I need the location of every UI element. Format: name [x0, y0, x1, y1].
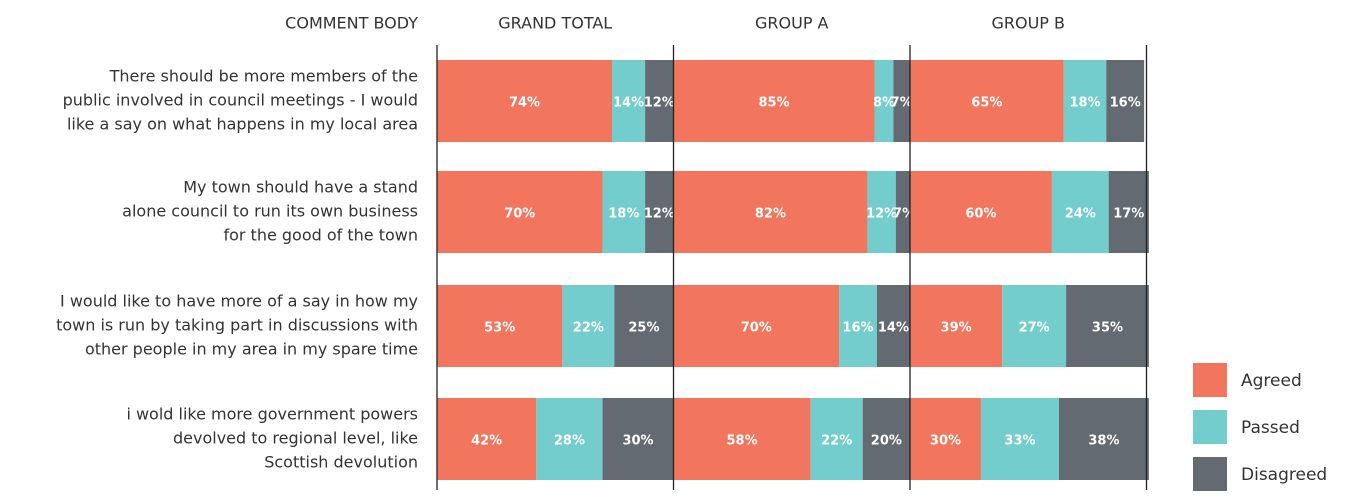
panel-title: GROUP A [755, 14, 829, 33]
bar-segment [980, 398, 1059, 480]
category-label: for the good of the town [223, 226, 418, 245]
legend-swatch [1193, 457, 1227, 491]
category-label: My town should have a stand [183, 178, 418, 197]
panel-title: GROUP B [991, 14, 1065, 33]
value-label: 22% [573, 321, 604, 336]
bar-segment [839, 285, 877, 367]
value-label: 12% [866, 207, 897, 222]
bar-segment [602, 171, 646, 253]
bar-segment [895, 171, 913, 253]
bar-segment [614, 285, 674, 367]
category-label: I would like to have more of a say in ho… [60, 292, 418, 311]
value-label: 65% [971, 96, 1002, 111]
value-label: 42% [471, 434, 502, 449]
bar-segment [1066, 285, 1149, 367]
bar-segment [893, 60, 910, 142]
value-label: 28% [554, 434, 585, 449]
bar-segment [437, 171, 603, 253]
bar-segment [562, 285, 615, 367]
category-label: alone council to run its own business [122, 202, 418, 221]
value-label: 20% [871, 434, 902, 449]
bar-segment [1051, 171, 1109, 253]
bar-segment [645, 171, 674, 253]
value-label: 24% [1065, 207, 1096, 222]
bar-segment [874, 60, 894, 142]
bar-segment [910, 171, 1052, 253]
category-label: devolved to regional level, like [173, 429, 418, 448]
bar-segment [910, 285, 1003, 367]
bar-segment [673, 171, 868, 253]
value-label: 70% [504, 207, 535, 222]
legend-label: Agreed [1241, 371, 1302, 391]
value-label: 58% [727, 434, 758, 449]
bar-segment [673, 60, 875, 142]
value-label: 74% [509, 96, 540, 111]
value-label: 7% [891, 96, 913, 111]
legend-label: Passed [1241, 418, 1300, 438]
bar-segment [437, 398, 537, 480]
bar-segment [1002, 285, 1067, 367]
bar-segment [876, 285, 910, 367]
value-label: 8% [873, 96, 895, 111]
bar-segment [602, 398, 674, 480]
value-label: 38% [1088, 434, 1119, 449]
value-label: 22% [821, 434, 852, 449]
category-header: COMMENT BODY [285, 14, 418, 33]
category-label: There should be more members of the [109, 67, 418, 86]
value-label: 12% [644, 96, 675, 111]
bar-segment [810, 398, 863, 480]
value-label: 16% [1110, 96, 1141, 111]
bar-segment [1108, 171, 1149, 253]
value-label: 70% [741, 321, 772, 336]
bar-segment [910, 60, 1064, 142]
value-label: 27% [1019, 321, 1050, 336]
category-label: public involved in council meetings - I … [63, 91, 418, 110]
legend-swatch [1193, 410, 1227, 444]
category-label: other people in my area in my spare time [85, 340, 418, 359]
category-label: like a say on what happens in my local a… [67, 115, 418, 134]
bar-segment [867, 171, 896, 253]
bar-segment [437, 60, 613, 142]
value-label: 60% [965, 207, 996, 222]
value-label: 30% [622, 434, 653, 449]
legend-label: Disagreed [1241, 465, 1327, 485]
value-label: 53% [484, 321, 515, 336]
value-label: 12% [644, 207, 675, 222]
value-label: 16% [842, 321, 873, 336]
panel-title: GRAND TOTAL [498, 14, 612, 33]
value-label: 30% [930, 434, 961, 449]
value-label: 14% [613, 96, 644, 111]
bar-segment [862, 398, 910, 480]
value-label: 85% [758, 96, 789, 111]
bar-segment [645, 60, 674, 142]
value-label: 18% [1069, 96, 1100, 111]
value-label: 17% [1113, 207, 1144, 222]
bar-segment [910, 398, 981, 480]
value-label: 35% [1092, 321, 1123, 336]
category-label: town is run by taking part in discussion… [56, 316, 418, 335]
bar-segment [536, 398, 603, 480]
bar-segment [612, 60, 646, 142]
category-label: Scottish devolution [264, 453, 418, 472]
bar-segment [673, 398, 811, 480]
value-label: 39% [941, 321, 972, 336]
value-label: 14% [878, 321, 909, 336]
bar-segment [1063, 60, 1107, 142]
value-label: 18% [608, 207, 639, 222]
legend-swatch [1193, 363, 1227, 397]
value-label: 82% [755, 207, 786, 222]
value-label: 33% [1004, 434, 1035, 449]
bar-segment [1106, 60, 1145, 142]
bar-segment [1058, 398, 1149, 480]
bar-segment [437, 285, 563, 367]
value-label: 25% [628, 321, 659, 336]
bar-segment [673, 285, 840, 367]
category-label: i wold like more government powers [126, 405, 418, 424]
